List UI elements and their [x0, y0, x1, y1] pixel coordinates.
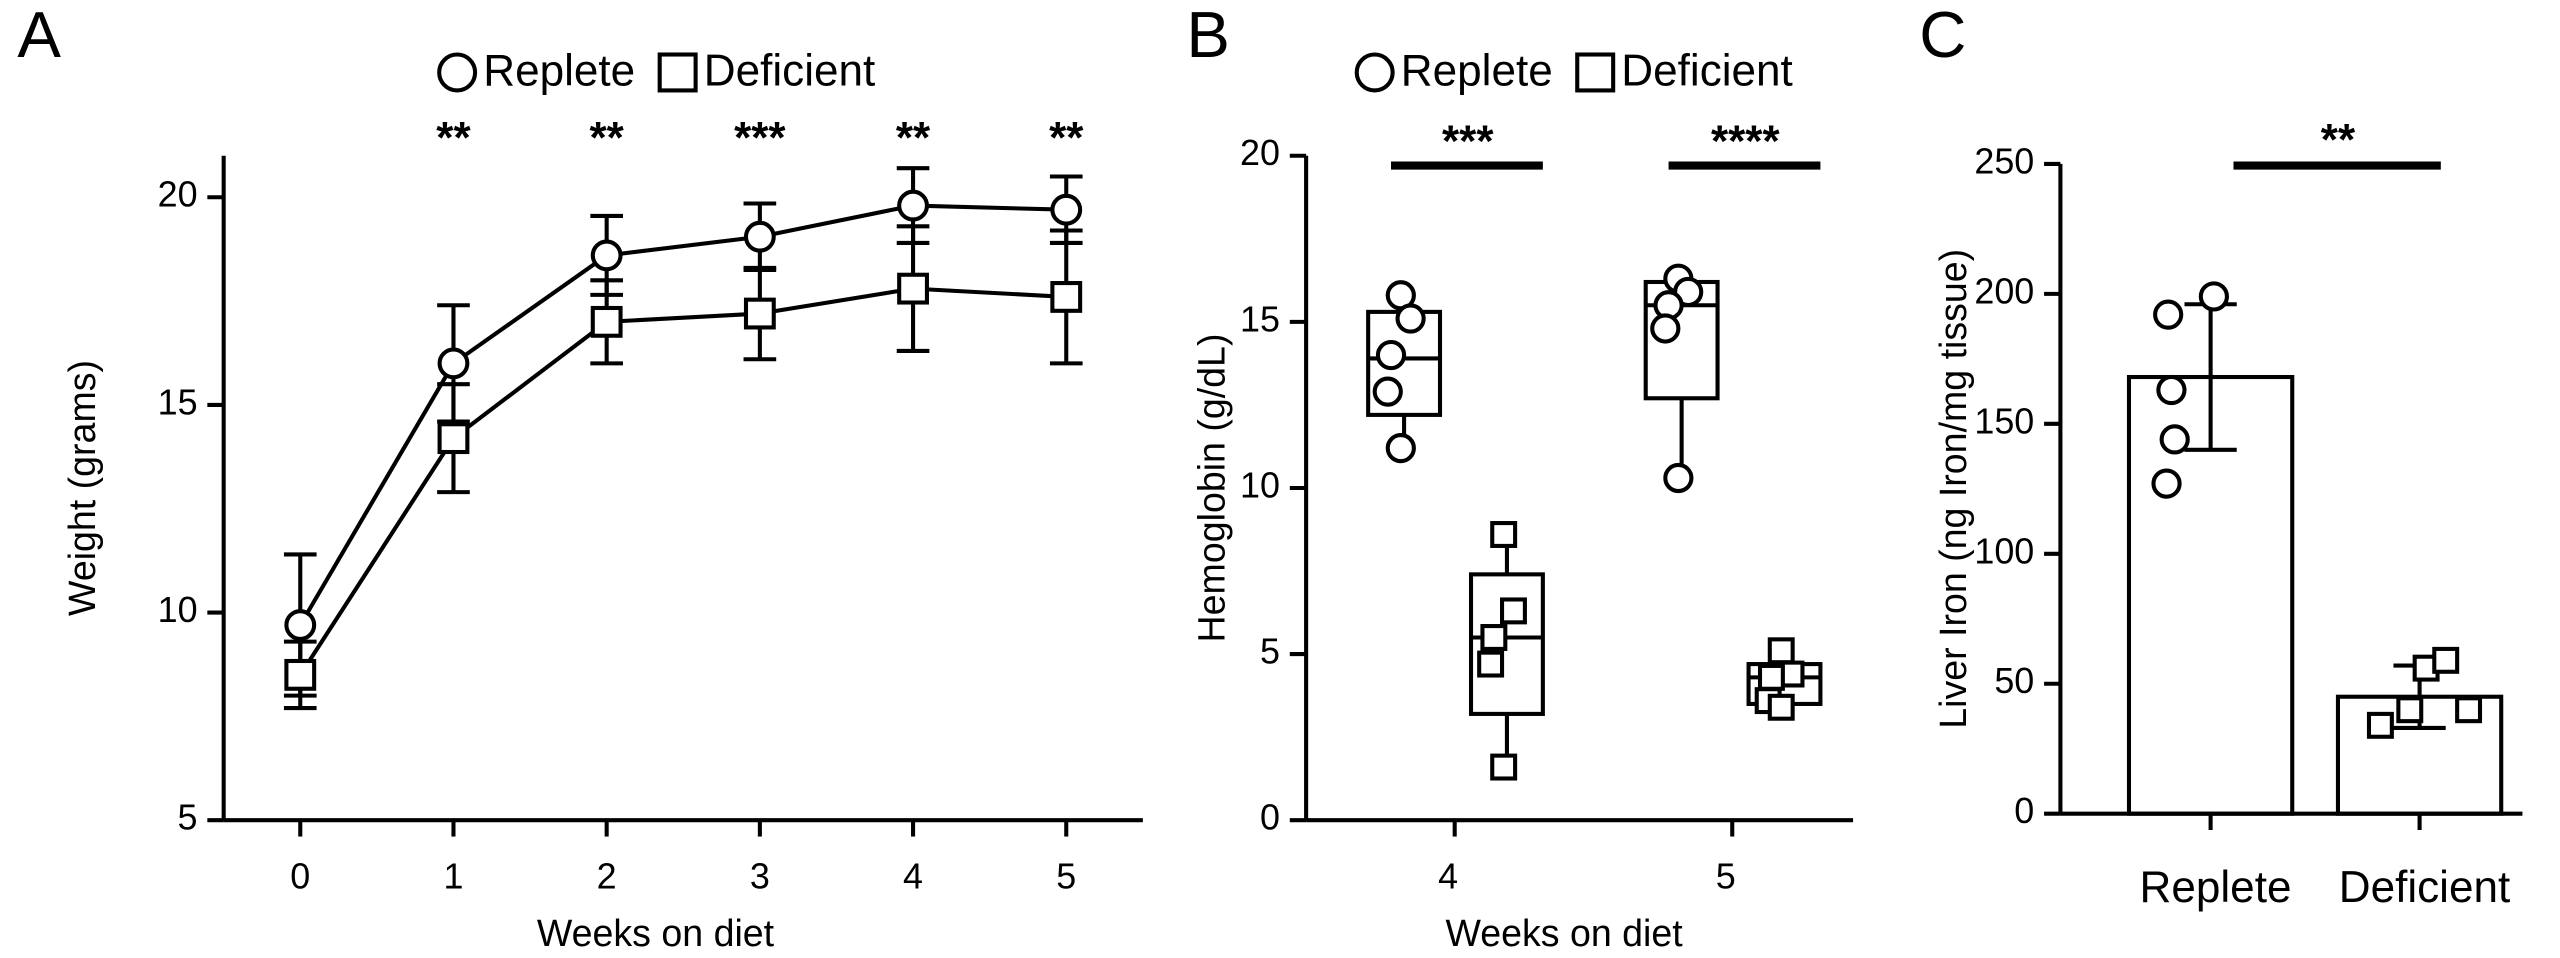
- y-tick-label: 0: [2014, 790, 2034, 831]
- x-tick-label: 2: [597, 855, 617, 896]
- marker: [2396, 696, 2424, 724]
- marker: [743, 297, 776, 330]
- panel-label: C: [1919, 0, 1966, 71]
- legend-label: Deficient: [704, 47, 875, 96]
- marker: [2159, 424, 2190, 455]
- marker: [743, 220, 776, 253]
- y-axis-label: Weight (grams): [61, 360, 103, 616]
- marker: [657, 52, 698, 93]
- marker: [2455, 696, 2483, 724]
- y-tick-label: 150: [1974, 400, 2034, 441]
- marker: [284, 609, 317, 641]
- marker: [1375, 339, 1407, 371]
- y-tick-label: 10: [158, 589, 198, 630]
- significance: ***: [1442, 117, 1494, 166]
- x-tick-label: 5: [1716, 855, 1736, 896]
- y-tick-label: 15: [158, 381, 198, 422]
- marker: [1650, 313, 1681, 344]
- series-line: [298, 286, 1067, 676]
- marker: [284, 658, 317, 691]
- marker: [897, 272, 929, 305]
- y-tick-label: 50: [1994, 660, 2034, 701]
- marker: [1500, 597, 1527, 625]
- x-tick-label: 1: [443, 855, 463, 896]
- y-tick-label: 200: [1974, 270, 2034, 311]
- marker: [1050, 193, 1083, 226]
- y-tick-label: 100: [1974, 530, 2034, 571]
- marker: [2432, 646, 2460, 674]
- marker: [1575, 52, 1616, 93]
- x-tick-label: Deficient: [2339, 863, 2511, 912]
- significance: **: [1049, 114, 1084, 163]
- marker: [2366, 711, 2394, 739]
- marker: [1757, 663, 1785, 691]
- marker: [1767, 637, 1795, 665]
- panel-label: B: [1186, 0, 1230, 71]
- y-tick-label: 15: [1240, 298, 1280, 339]
- marker: [1372, 376, 1403, 407]
- marker: [590, 239, 623, 272]
- y-tick-label: 5: [178, 797, 198, 838]
- y-axis-label: Hemoglobin (g/dL): [1191, 334, 1233, 643]
- marker: [1395, 303, 1426, 334]
- legend-label: Deficient: [1621, 47, 1793, 96]
- marker: [437, 52, 478, 93]
- x-tick-label: 5: [1056, 855, 1076, 896]
- marker: [437, 422, 470, 455]
- marker: [897, 189, 929, 222]
- marker: [1354, 52, 1395, 93]
- marker: [2198, 281, 2229, 312]
- marker: [1385, 433, 1416, 464]
- panel-label: A: [17, 0, 61, 71]
- x-tick-label: 0: [290, 855, 310, 896]
- legend-label: Replete: [483, 47, 635, 96]
- marker: [1767, 693, 1795, 721]
- x-axis-label: Weeks on diet: [1445, 912, 1683, 954]
- y-axis-label: Liver Iron (ng Iron/mg tissue): [1932, 249, 1974, 729]
- x-tick-label: 4: [903, 855, 923, 896]
- significance: **: [590, 114, 625, 163]
- legend-label: Replete: [1401, 47, 1553, 96]
- y-tick-label: 10: [1240, 464, 1280, 505]
- significance: ****: [1711, 117, 1780, 166]
- marker: [437, 347, 470, 380]
- marker: [1477, 650, 1505, 678]
- marker: [1490, 753, 1518, 781]
- y-tick-label: 20: [158, 174, 198, 215]
- y-tick-label: 5: [1260, 631, 1280, 672]
- x-axis-label: Weeks on diet: [537, 912, 775, 954]
- x-tick-label: 4: [1438, 855, 1458, 896]
- x-tick-label: 3: [750, 855, 770, 896]
- significance: **: [436, 114, 471, 163]
- marker: [1663, 462, 1694, 494]
- marker: [1480, 624, 1508, 651]
- marker: [1490, 521, 1518, 548]
- marker: [590, 305, 623, 338]
- x-tick-label: Replete: [2140, 863, 2292, 912]
- y-tick-label: 20: [1240, 132, 1280, 173]
- significance: ***: [734, 114, 786, 163]
- marker: [2151, 468, 2182, 499]
- significance: **: [2321, 115, 2356, 164]
- marker: [2153, 299, 2184, 330]
- series-line: [298, 203, 1067, 627]
- y-tick-label: 0: [1260, 797, 1280, 838]
- y-tick-label: 250: [1974, 140, 2034, 181]
- marker: [2156, 374, 2187, 406]
- significance: **: [896, 114, 931, 163]
- marker: [1050, 281, 1083, 313]
